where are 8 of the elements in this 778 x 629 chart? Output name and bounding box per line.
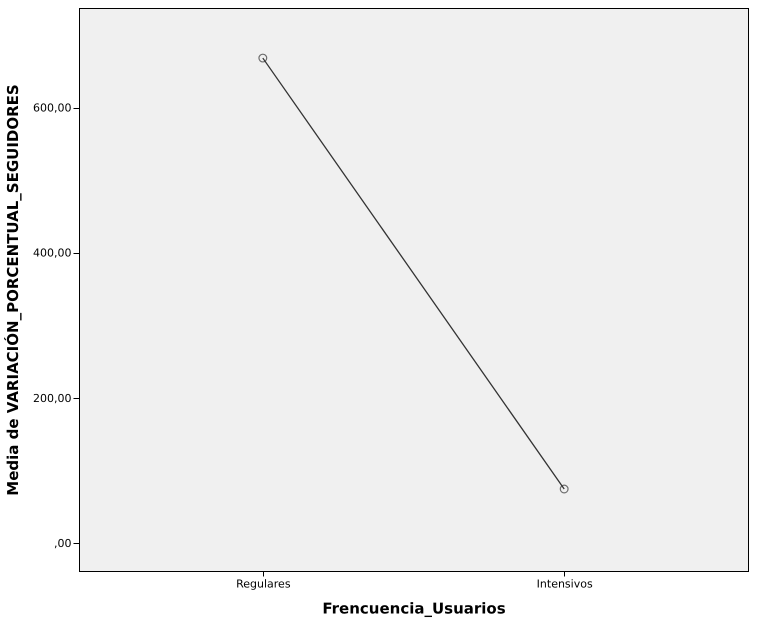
y-tick-label: 400,00: [33, 246, 72, 260]
y-tick-label: 600,00: [33, 102, 72, 115]
x-tick-label: Regulares: [236, 578, 291, 590]
y-axis-title: Media de VARIACIÓN_PORCENTUAL_SEGUIDORES: [4, 84, 22, 496]
x-tick-label: Intensivos: [536, 578, 593, 590]
y-tick-label: 200,00: [33, 392, 72, 405]
x-axis-title: Frencuencia_Usuarios: [322, 600, 506, 618]
y-tick-label: ,00: [54, 536, 72, 550]
